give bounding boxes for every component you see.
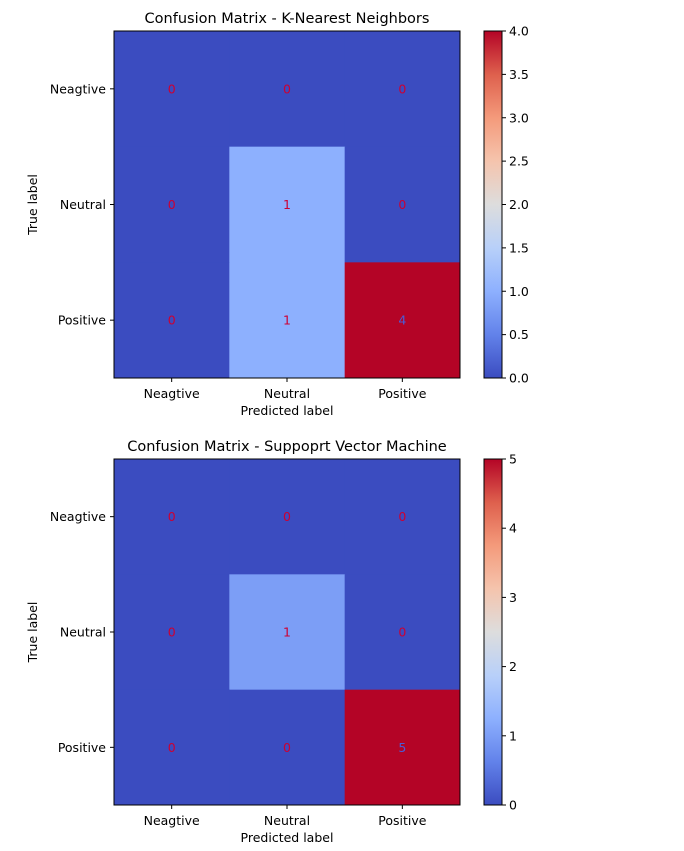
chart1-cell-value-r0-c2: 0 [398,509,406,524]
chart0-colorbar-tick-label: 2.0 [509,197,529,212]
chart0-cell-value-r2-c2: 4 [398,313,406,328]
chart0-cell-r1-c2 [344,146,461,263]
chart0-y-tick-label: Positive [58,313,106,328]
chart1-colorbar-tick-label: 3 [509,590,517,605]
chart0-y-axis-label: True label [25,174,40,236]
chart0-y-tick-label: Neagtive [50,81,106,96]
chart1-title: Confusion Matrix - Suppoprt Vector Machi… [127,439,447,455]
chart0-cell-value-r1-c0: 0 [168,197,176,212]
chart0-x-axis-label: Predicted label [241,403,334,418]
chart1-y-axis-label: True label [25,602,40,664]
chart1-cell-r1-c0 [114,574,230,691]
chart1-y-tick-label: Neutral [60,625,106,640]
chart0-cell-value-r2-c0: 0 [168,313,176,328]
chart0-x-tick-label: Neagtive [144,386,200,401]
chart0-cell-value-r0-c1: 0 [283,81,291,96]
chart1-cell-value-r2-c1: 0 [283,740,291,755]
chart0-title: Confusion Matrix - K-Nearest Neighbors [145,11,430,27]
chart1-cell-r0-c1 [229,459,346,575]
chart0-colorbar-tick-label: 1.5 [509,240,529,255]
chart1-colorbar-tick-label: 5 [509,452,517,467]
chart1-cell-r2-c1 [229,689,346,806]
chart0-colorbar-tick-label: 4.0 [509,24,529,39]
chart0-x-tick-label: Neutral [264,386,310,401]
confusion-matrix-knn: 0 0 0 0 1 0 0 1 4 Neagtive Neutral Positive Neagtive… [25,11,529,418]
confusion-matrix-svm: 0 0 0 0 1 0 0 0 5 Neagtive Neutral Positive Neagtive… [25,439,517,845]
chart0-cell-value-r0-c0: 0 [168,81,176,96]
chart1-cell-r2-c2 [344,689,461,806]
chart1-cell-value-r1-c1: 1 [283,625,291,640]
chart0-y-tick-label: Neutral [60,197,106,212]
chart1-colorbar-tick-label: 1 [509,728,517,743]
chart1-colorbar-tick-label: 4 [509,521,517,536]
chart1-cell-r1-c2 [344,574,461,691]
chart1-y-tick-label: Positive [58,740,106,755]
chart1-colorbar [484,459,502,805]
chart0-colorbar-tick-label: 0.5 [509,327,529,342]
chart1-cell-r1-c1 [229,574,346,691]
chart1-x-tick-label: Neagtive [144,813,200,828]
chart0-colorbar-tick-label: 1.0 [509,284,529,299]
chart0-cell-r0-c1 [229,31,346,148]
chart0-cell-value-r2-c1: 1 [283,313,291,328]
chart1-cell-value-r2-c0: 0 [168,740,176,755]
chart1-cell-r0-c2 [344,459,461,575]
chart0-cell-r2-c1 [229,262,346,379]
chart1-cell-value-r0-c1: 0 [283,509,291,524]
chart1-cell-value-r1-c2: 0 [398,625,406,640]
chart1-x-axis-label: Predicted label [241,830,334,845]
chart0-cell-r0-c0 [114,31,230,148]
chart0-cell-r0-c2 [344,31,461,148]
chart1-x-tick-label: Positive [378,813,426,828]
chart0-colorbar [484,31,502,378]
chart1-colorbar-frame [483,458,503,806]
chart1-cell-r0-c0 [114,459,230,575]
chart0-cell-r2-c0 [114,262,230,379]
chart0-cell-value-r1-c1: 1 [283,197,291,212]
chart1-colorbar-tick-label: 2 [509,659,517,674]
chart0-x-tick-label: Positive [378,386,426,401]
chart0-colorbar-tick-label: 3.5 [509,67,529,82]
chart0-cell-r2-c2 [344,262,461,379]
chart0-colorbar-tick-label: 2.5 [509,154,529,169]
chart0-colorbar-tick-label: 0.0 [509,371,529,386]
chart0-cell-r1-c0 [114,146,230,263]
chart0-cell-value-r1-c2: 0 [398,197,406,212]
chart0-cell-r1-c1 [229,146,346,263]
chart1-x-tick-label: Neutral [264,813,310,828]
chart1-y-tick-label: Neagtive [50,509,106,524]
chart1-cell-value-r0-c0: 0 [168,509,176,524]
chart1-cell-value-r2-c2: 5 [398,740,406,755]
chart0-colorbar-tick-label: 3.0 [509,110,529,125]
chart1-colorbar-tick-label: 0 [509,798,517,813]
chart0-cell-value-r0-c2: 0 [398,81,406,96]
chart1-cell-value-r1-c0: 0 [168,625,176,640]
chart1-cell-r2-c0 [114,689,230,806]
